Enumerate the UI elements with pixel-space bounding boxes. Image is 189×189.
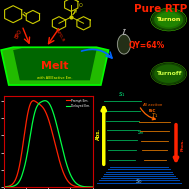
Text: ISC: ISC	[148, 109, 156, 113]
Text: $S_0$: $S_0$	[135, 177, 143, 186]
Text: $T_1$: $T_1$	[151, 111, 158, 120]
Legend: Prompt Em., Delayed Em.: Prompt Em., Delayed Em.	[65, 98, 91, 109]
Text: O: O	[79, 3, 83, 8]
Ellipse shape	[152, 9, 186, 30]
Text: All exciton: All exciton	[142, 103, 162, 108]
Ellipse shape	[152, 63, 186, 84]
Polygon shape	[118, 34, 130, 54]
Text: Abs.: Abs.	[96, 128, 101, 140]
Text: Turnoff: Turnoff	[156, 71, 181, 76]
Text: P: P	[74, 10, 76, 15]
Text: Turnon: Turnon	[156, 17, 181, 22]
Text: BPO: BPO	[14, 28, 23, 40]
Text: $S_n$: $S_n$	[137, 128, 144, 137]
Text: QY=64%: QY=64%	[129, 41, 165, 50]
Text: PAPO-R: PAPO-R	[54, 27, 65, 43]
Text: Melt: Melt	[41, 61, 69, 71]
Text: $S_1$: $S_1$	[119, 90, 126, 99]
Text: Pure RTP: Pure RTP	[134, 4, 187, 14]
Text: with AIEEactive Em.: with AIEEactive Em.	[37, 76, 73, 81]
Ellipse shape	[157, 12, 181, 27]
Ellipse shape	[154, 10, 183, 29]
Text: Phos.: Phos.	[180, 138, 184, 151]
Polygon shape	[13, 48, 96, 80]
Polygon shape	[1, 47, 108, 85]
Ellipse shape	[154, 64, 183, 83]
